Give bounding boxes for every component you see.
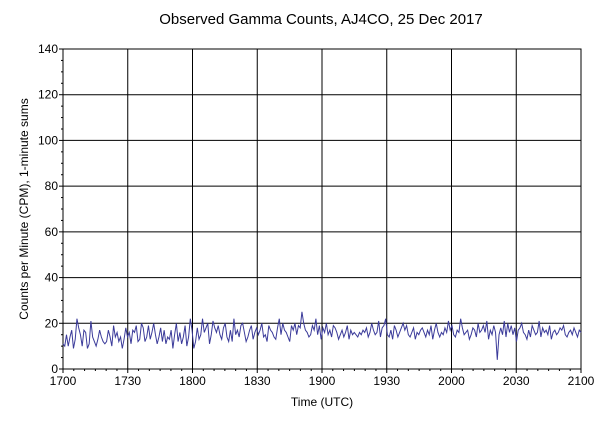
x-axis-label: Time (UTC) — [291, 395, 353, 409]
x-tick-label: 1930 — [373, 374, 400, 388]
y-tick-label: 100 — [38, 133, 58, 147]
y-tick-label: 60 — [45, 225, 59, 239]
x-tick-label: 1700 — [50, 374, 77, 388]
y-tick-label: 40 — [45, 271, 59, 285]
y-axis-label: Counts per Minute (CPM), 1-minute sums — [17, 98, 31, 319]
x-axis-ticks: 1700 1730 1800 1830 1900 1930 2000 2030 2100 — [50, 369, 595, 388]
x-tick-label: 2100 — [568, 374, 595, 388]
x-tick-label: 2000 — [438, 374, 465, 388]
y-tick-label: 80 — [45, 179, 59, 193]
y-tick-label: 0 — [51, 362, 58, 376]
y-tick-label: 120 — [38, 88, 58, 102]
x-tick-label: 1900 — [309, 374, 336, 388]
series-line — [62, 311, 582, 360]
x-tick-label: 1730 — [114, 374, 141, 388]
chart-title: Observed Gamma Counts, AJ4CO, 25 Dec 201… — [159, 11, 483, 28]
x-tick-label: 2030 — [503, 374, 530, 388]
y-tick-label: 20 — [45, 316, 59, 330]
x-tick-label: 1800 — [179, 374, 206, 388]
grid-lines — [63, 49, 581, 369]
x-tick-label: 1830 — [244, 374, 271, 388]
y-tick-label: 140 — [38, 42, 58, 56]
y-axis-ticks: 0 20 40 60 80 100 120 140 — [38, 42, 63, 376]
